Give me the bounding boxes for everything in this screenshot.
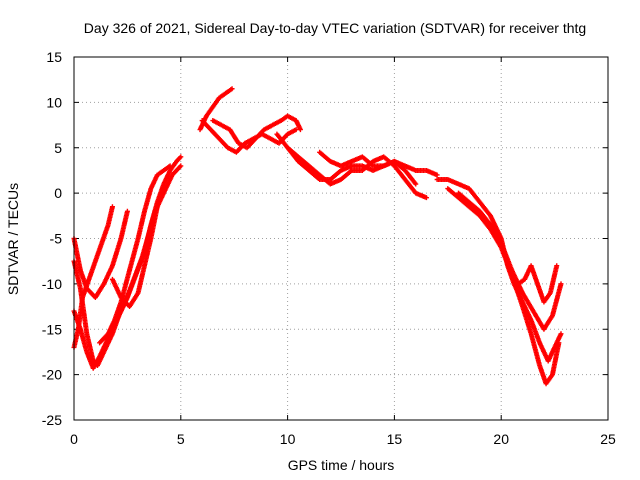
y-axis-label: SDTVAR / TECUs	[5, 183, 21, 295]
data-point	[297, 127, 303, 133]
data-point	[167, 163, 173, 169]
y-tick-label: -25	[42, 412, 62, 428]
data-point	[423, 195, 429, 201]
data-point	[229, 86, 235, 92]
y-tick-label: 15	[46, 49, 62, 65]
grid	[74, 57, 608, 420]
data-point	[556, 340, 562, 346]
series-track-15	[455, 190, 564, 332]
series-track-11	[285, 145, 429, 201]
series-track-13	[434, 177, 564, 364]
series-track-5	[97, 163, 173, 346]
data-point	[109, 204, 115, 210]
data-point	[554, 263, 560, 269]
data-point	[434, 172, 440, 178]
series-track-16	[509, 263, 560, 305]
data-point	[558, 281, 564, 287]
series-track-4	[71, 208, 130, 300]
data-point	[293, 127, 299, 133]
series-track-6	[109, 204, 160, 310]
chart-title: Day 326 of 2021, Sidereal Day-to-day VTE…	[84, 20, 586, 36]
y-tick-label: 10	[46, 94, 62, 110]
series-track-9	[210, 113, 303, 151]
x-tick-label: 0	[70, 431, 78, 447]
x-tick-label: 25	[600, 431, 616, 447]
x-axis-label: GPS time / hours	[288, 457, 395, 473]
y-tick-label: 0	[54, 185, 62, 201]
x-tick-label: 15	[387, 431, 403, 447]
y-tick-label: -5	[50, 231, 63, 247]
data-point	[178, 163, 184, 169]
plot-frame	[73, 56, 609, 421]
y-tick-label: 5	[54, 140, 62, 156]
data-point	[178, 154, 184, 160]
series-track-7	[197, 86, 235, 133]
x-tick-label: 5	[177, 431, 185, 447]
axis-ticks: 0 5 10 15 20 25 -25 -20 -15 -10 -5 0 5 10 15	[42, 49, 616, 447]
series-track-3	[71, 204, 115, 350]
data-point	[154, 204, 160, 210]
series-track-12	[317, 149, 419, 187]
x-tick-label: 10	[280, 431, 296, 447]
x-tick-label: 20	[493, 431, 509, 447]
data-point	[558, 331, 564, 337]
series-track-14	[445, 186, 562, 387]
data-points	[71, 86, 564, 387]
data-point	[413, 181, 419, 187]
y-tick-label: -20	[42, 367, 62, 383]
y-tick-label: -15	[42, 321, 62, 337]
data-point	[124, 208, 130, 214]
y-tick-label: -10	[42, 276, 62, 292]
